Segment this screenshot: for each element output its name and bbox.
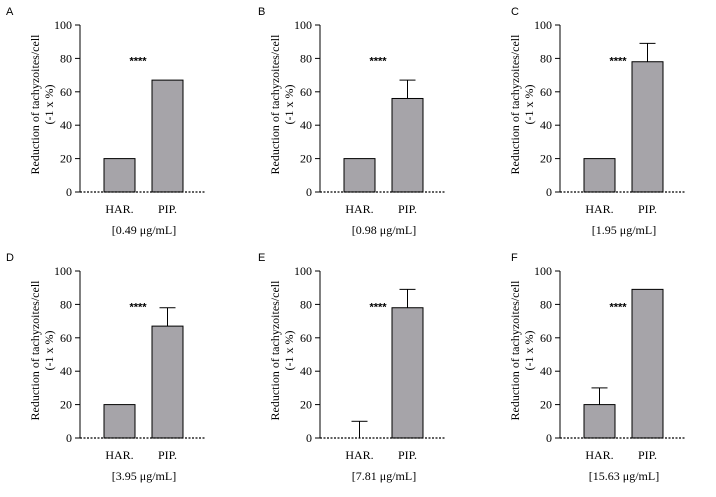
y-axis-label-unit: (-1 x %)	[522, 331, 536, 371]
y-tick-label: 0	[66, 185, 72, 199]
bar-har	[343, 158, 376, 193]
y-tick-label: 60	[540, 85, 552, 99]
y-tick-label: 20	[300, 152, 312, 166]
y-tick-label: 80	[300, 297, 312, 311]
panel-letter: A	[6, 6, 14, 18]
y-tick-label: 20	[60, 398, 72, 412]
category-label: PIP.	[398, 202, 417, 216]
category-label: HAR.	[105, 448, 133, 462]
bar-pip	[631, 61, 664, 193]
y-tick-label: 0	[546, 431, 552, 445]
bar-har	[583, 404, 616, 439]
y-tick-label: 100	[534, 264, 552, 278]
concentration-label: [0.98 μg/mL]	[352, 223, 416, 237]
y-axis-label-unit: (-1 x %)	[282, 331, 296, 371]
y-tick-label: 80	[540, 297, 552, 311]
y-axis-label: Reduction of tachyzoites/cell	[508, 34, 522, 175]
y-axis-label: Reduction of tachyzoites/cell	[508, 280, 522, 421]
y-tick-label: 40	[300, 118, 312, 132]
significance-marker: ****	[609, 301, 627, 313]
significance-marker: ****	[129, 55, 147, 67]
y-tick-label: 100	[294, 264, 312, 278]
bar-har	[103, 404, 136, 439]
chart-panel-b: B 0 20 40 60 80 100 Reduction of tachyzoites/ce…	[258, 6, 445, 237]
y-tick-label: 100	[54, 264, 72, 278]
y-tick-label: 40	[540, 364, 552, 378]
y-tick-label: 0	[306, 185, 312, 199]
y-tick-label: 60	[60, 331, 72, 345]
y-axis-label: Reduction of tachyzoites/cell	[28, 280, 42, 421]
y-tick-label: 40	[60, 364, 72, 378]
bar-pip	[631, 288, 664, 439]
y-tick-label: 60	[300, 331, 312, 345]
concentration-label: [3.95 μg/mL]	[112, 469, 176, 483]
y-tick-label: 20	[540, 398, 552, 412]
y-tick-label: 0	[66, 431, 72, 445]
category-label: HAR.	[345, 448, 373, 462]
bar-pip	[391, 307, 424, 439]
y-tick-label: 100	[294, 18, 312, 32]
y-tick-label: 100	[534, 18, 552, 32]
y-tick-label: 20	[300, 398, 312, 412]
y-axis-label: Reduction of tachyzoites/cell	[268, 34, 282, 175]
bar-pip	[391, 97, 424, 193]
significance-marker: ****	[369, 301, 387, 313]
y-tick-label: 0	[306, 431, 312, 445]
y-tick-label: 40	[300, 364, 312, 378]
y-tick-label: 80	[300, 51, 312, 65]
panel-letter: B	[258, 6, 265, 18]
y-axis-label-unit: (-1 x %)	[42, 331, 56, 371]
bar-har	[103, 158, 136, 193]
y-tick-label: 40	[540, 118, 552, 132]
y-tick-label: 80	[60, 51, 72, 65]
panel-letter: E	[258, 252, 265, 264]
y-tick-label: 100	[54, 18, 72, 32]
chart-panel-f: F 0 20 40 60 80 100 Reduction of tachyzoites/ce…	[508, 252, 685, 483]
category-label: HAR.	[585, 202, 613, 216]
chart-panel-a: A 0 20 40 60 80 100 Reduction of tachyzoites/ce…	[6, 6, 205, 237]
panel-letter: D	[6, 252, 14, 264]
y-tick-label: 60	[60, 85, 72, 99]
category-label: PIP.	[398, 448, 417, 462]
panel-letter: C	[511, 6, 519, 18]
category-label: PIP.	[158, 448, 177, 462]
y-axis-label: Reduction of tachyzoites/cell	[28, 34, 42, 175]
category-label: HAR.	[105, 202, 133, 216]
chart-panel-d: D 0 20 40 60 80 100 Reduction of tachyzoites/ce…	[6, 252, 205, 483]
category-label: HAR.	[585, 448, 613, 462]
y-axis-label: Reduction of tachyzoites/cell	[268, 280, 282, 421]
y-tick-label: 20	[540, 152, 552, 166]
category-label: PIP.	[638, 448, 657, 462]
bar-pip	[151, 79, 184, 193]
y-axis-label-unit: (-1 x %)	[282, 85, 296, 125]
y-axis-label-unit: (-1 x %)	[522, 85, 536, 125]
category-label: PIP.	[158, 202, 177, 216]
significance-marker: ****	[129, 301, 147, 313]
bar-har	[583, 158, 616, 193]
significance-marker: ****	[369, 55, 387, 67]
bar-pip	[151, 325, 184, 439]
concentration-label: [15.63 μg/mL]	[589, 469, 659, 483]
panel-letter: F	[511, 252, 518, 264]
y-tick-label: 20	[60, 152, 72, 166]
y-tick-label: 60	[300, 85, 312, 99]
y-tick-label: 0	[546, 185, 552, 199]
y-axis-label-unit: (-1 x %)	[42, 85, 56, 125]
y-tick-label: 80	[60, 297, 72, 311]
category-label: HAR.	[345, 202, 373, 216]
y-tick-label: 60	[540, 331, 552, 345]
concentration-label: [0.49 μg/mL]	[112, 223, 176, 237]
chart-panel-e: E 0 20 40 60 80 100 Reduction of tachyzoites/ce…	[258, 252, 445, 483]
significance-marker: ****	[609, 55, 627, 67]
concentration-label: [1.95 μg/mL]	[592, 223, 656, 237]
concentration-label: [7.81 μg/mL]	[352, 469, 416, 483]
y-tick-label: 80	[540, 51, 552, 65]
y-tick-label: 40	[60, 118, 72, 132]
category-label: PIP.	[638, 202, 657, 216]
chart-panel-c: C 0 20 40 60 80 100 Reduction of tachyzoites/ce…	[508, 6, 685, 237]
